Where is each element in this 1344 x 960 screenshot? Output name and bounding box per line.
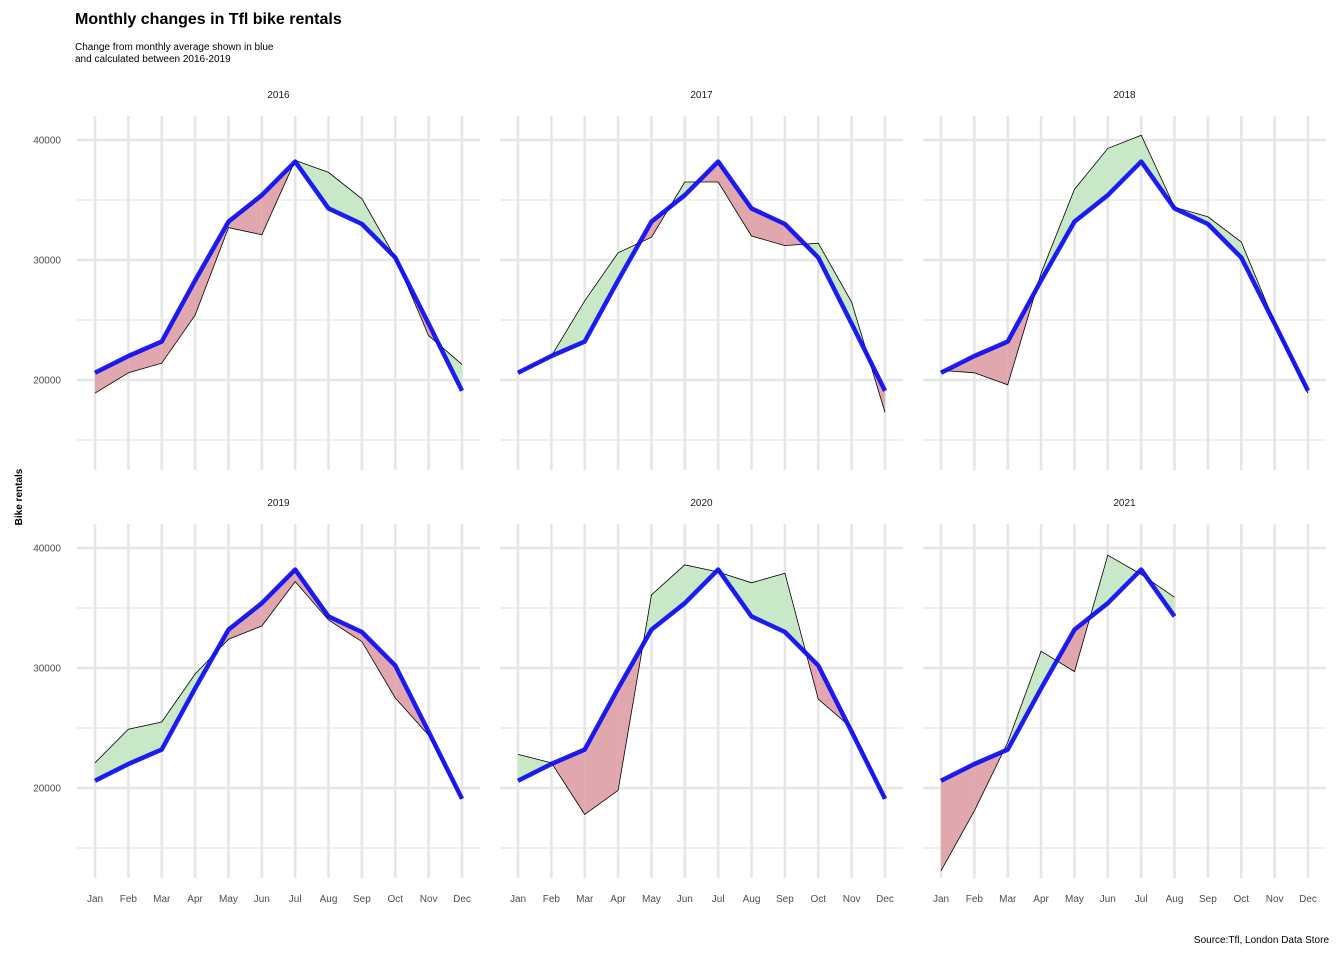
facet-panel-2016: 2016 20000 30000 40000 bbox=[33, 90, 480, 470]
x-tick-label: Dec bbox=[453, 894, 471, 905]
x-tick-label: Mar bbox=[999, 894, 1017, 905]
x-tick-label: May bbox=[219, 894, 238, 905]
x-tick-label: Dec bbox=[876, 894, 894, 905]
monthly-average-line bbox=[939, 567, 1177, 783]
x-tick-label: Oct bbox=[810, 894, 826, 905]
x-tick-label: Oct bbox=[1233, 894, 1249, 905]
facet-panel-2020: 2020 Jan Feb Mar Apr May Jun Jul Aug Sep Oct Nov Dec bbox=[500, 498, 903, 905]
facet-panel-2019: 2019 20000 30000 40000 Jan Feb Mar Apr May Jun Jul… bbox=[33, 498, 480, 905]
x-tick-label: Jan bbox=[933, 894, 949, 905]
chart-subtitle: Change from monthly average shown in blu… bbox=[75, 42, 274, 65]
x-tick-label: May bbox=[642, 894, 661, 905]
x-tick-label: Dec bbox=[1299, 894, 1317, 905]
y-axis-label: Bike rentals bbox=[14, 468, 25, 525]
facet-label: 2018 bbox=[1113, 90, 1136, 101]
below-average-area bbox=[161, 280, 196, 364]
y-tick-label: 30000 bbox=[33, 664, 61, 675]
x-tick-label: Aug bbox=[320, 894, 338, 905]
actual-rentals-line bbox=[940, 554, 1175, 871]
x-tick-label: Jul bbox=[712, 894, 725, 905]
x-tick-label: Apr bbox=[1033, 894, 1049, 905]
facet-label: 2021 bbox=[1113, 498, 1136, 509]
above-average-area bbox=[1041, 189, 1075, 281]
x-tick-label: Apr bbox=[610, 894, 626, 905]
below-average-area bbox=[941, 764, 975, 871]
x-tick-label: Sep bbox=[353, 894, 371, 905]
x-tick-label: Aug bbox=[743, 894, 761, 905]
x-tick-label: Feb bbox=[966, 894, 984, 905]
below-average-area bbox=[584, 688, 619, 815]
above-average-area bbox=[751, 573, 785, 632]
below-average-area bbox=[128, 341, 162, 373]
x-tick-label: Jun bbox=[254, 894, 270, 905]
x-tick-label: Mar bbox=[153, 894, 171, 905]
x-tick-label: Oct bbox=[387, 894, 403, 905]
actual-rentals-line bbox=[517, 564, 886, 815]
chart-caption: Source:Tfl, London Data Store bbox=[1193, 935, 1329, 946]
chart-title: Monthly changes in Tfl bike rentals bbox=[75, 11, 342, 28]
above-average-area bbox=[1074, 148, 1108, 222]
y-tick-label: 40000 bbox=[33, 136, 61, 147]
x-tick-label: Sep bbox=[776, 894, 794, 905]
below-average-area bbox=[552, 749, 585, 815]
facet-label: 2017 bbox=[690, 90, 713, 101]
x-tick-label: May bbox=[1065, 894, 1084, 905]
x-tick-label: Jun bbox=[677, 894, 693, 905]
below-average-area bbox=[228, 195, 262, 235]
above-average-area bbox=[128, 722, 162, 764]
monthly-average-line bbox=[93, 159, 465, 392]
x-tick-label: Jul bbox=[1135, 894, 1148, 905]
below-average-area bbox=[718, 161, 752, 236]
x-tick-label: Jan bbox=[87, 894, 103, 905]
monthly-average-line bbox=[93, 567, 465, 800]
above-average-area bbox=[1007, 651, 1042, 750]
facet-label: 2019 bbox=[267, 498, 290, 509]
above-average-area bbox=[1107, 555, 1139, 604]
below-average-area bbox=[974, 341, 1008, 385]
below-average-area bbox=[195, 221, 229, 316]
y-tick-label: 30000 bbox=[33, 256, 61, 267]
actual-rentals-line bbox=[517, 181, 886, 413]
x-tick-label: Feb bbox=[543, 894, 561, 905]
x-tick-label: Nov bbox=[420, 894, 438, 905]
monthly-average-line bbox=[939, 159, 1311, 392]
y-tick-label: 20000 bbox=[33, 376, 61, 387]
below-average-area bbox=[261, 569, 296, 626]
x-tick-label: Jun bbox=[1100, 894, 1116, 905]
below-average-area bbox=[361, 632, 396, 698]
y-tick-label: 20000 bbox=[33, 784, 61, 795]
below-average-area bbox=[95, 356, 129, 394]
above-average-area bbox=[584, 252, 619, 342]
x-tick-label: Jan bbox=[510, 894, 526, 905]
x-tick-label: Jul bbox=[289, 894, 302, 905]
above-average-area bbox=[651, 564, 685, 630]
x-tick-label: Nov bbox=[1266, 894, 1284, 905]
monthly-average-line bbox=[516, 567, 888, 800]
x-tick-label: Aug bbox=[1166, 894, 1184, 905]
facet-panel-2021: 2021 Jan Feb Mar Apr May Jun Jul Aug Sep Oct Nov Dec bbox=[923, 498, 1326, 905]
facet-label: 2020 bbox=[690, 498, 713, 509]
x-tick-label: Nov bbox=[843, 894, 861, 905]
x-tick-label: Mar bbox=[576, 894, 594, 905]
facet-panel-2017: 2017 bbox=[500, 90, 903, 470]
x-tick-label: Sep bbox=[1199, 894, 1217, 905]
x-tick-label: Feb bbox=[120, 894, 138, 905]
facet-label: 2016 bbox=[267, 90, 290, 101]
above-average-area bbox=[1107, 135, 1142, 196]
below-average-area bbox=[751, 208, 785, 246]
actual-rentals-line bbox=[940, 134, 1309, 394]
facet-panel-2018: 2018 bbox=[923, 90, 1326, 470]
x-tick-label: Apr bbox=[187, 894, 203, 905]
y-tick-label: 40000 bbox=[33, 544, 61, 555]
monthly-average-line bbox=[516, 159, 888, 392]
actual-rentals-line bbox=[94, 580, 463, 799]
